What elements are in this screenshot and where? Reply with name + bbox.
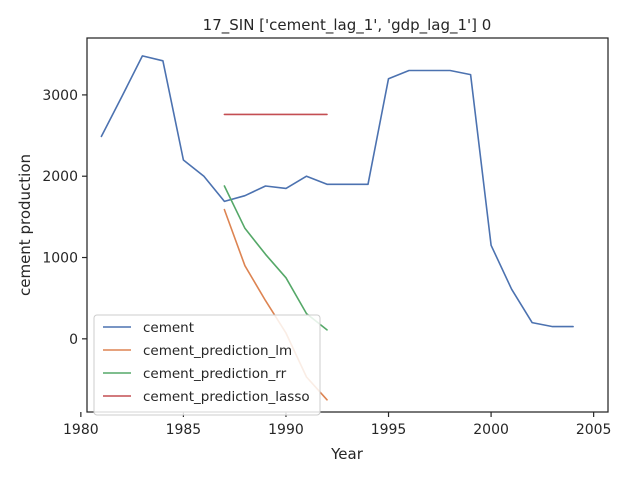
x-axis-label: Year xyxy=(330,445,364,463)
x-tick-label: 1990 xyxy=(268,422,304,438)
legend-box xyxy=(93,314,321,416)
legend-label: cement_prediction_lasso xyxy=(143,389,310,405)
plot-frame xyxy=(86,37,609,413)
legend-label: cement_prediction_lm xyxy=(143,343,292,359)
legend: cement cement_prediction_lm cement_predict… xyxy=(93,314,321,416)
x-tick-label: 2005 xyxy=(576,422,612,438)
legend-label: cement xyxy=(143,320,194,336)
y-axis: 0 1000 2000 3000 xyxy=(42,88,87,348)
y-tick-label: 2000 xyxy=(42,169,78,185)
series-line-cement xyxy=(100,55,574,328)
x-tick-label: 1995 xyxy=(371,422,407,438)
x-tick-label: 1985 xyxy=(166,422,202,438)
x-tick-label: 1980 xyxy=(63,422,99,438)
y-tick-label: 0 xyxy=(69,332,78,348)
legend-label: cement_prediction_rr xyxy=(143,366,287,382)
x-axis: 1980 1985 1990 1995 2000 2005 xyxy=(63,412,611,438)
chart-title: 17_SIN ['cement_lag_1', 'gdp_lag_1'] 0 xyxy=(203,16,492,35)
y-tick-label: 1000 xyxy=(42,251,78,267)
y-tick-label: 3000 xyxy=(42,88,78,104)
y-axis-label: cement production xyxy=(16,154,34,296)
x-tick-label: 2000 xyxy=(473,422,509,438)
